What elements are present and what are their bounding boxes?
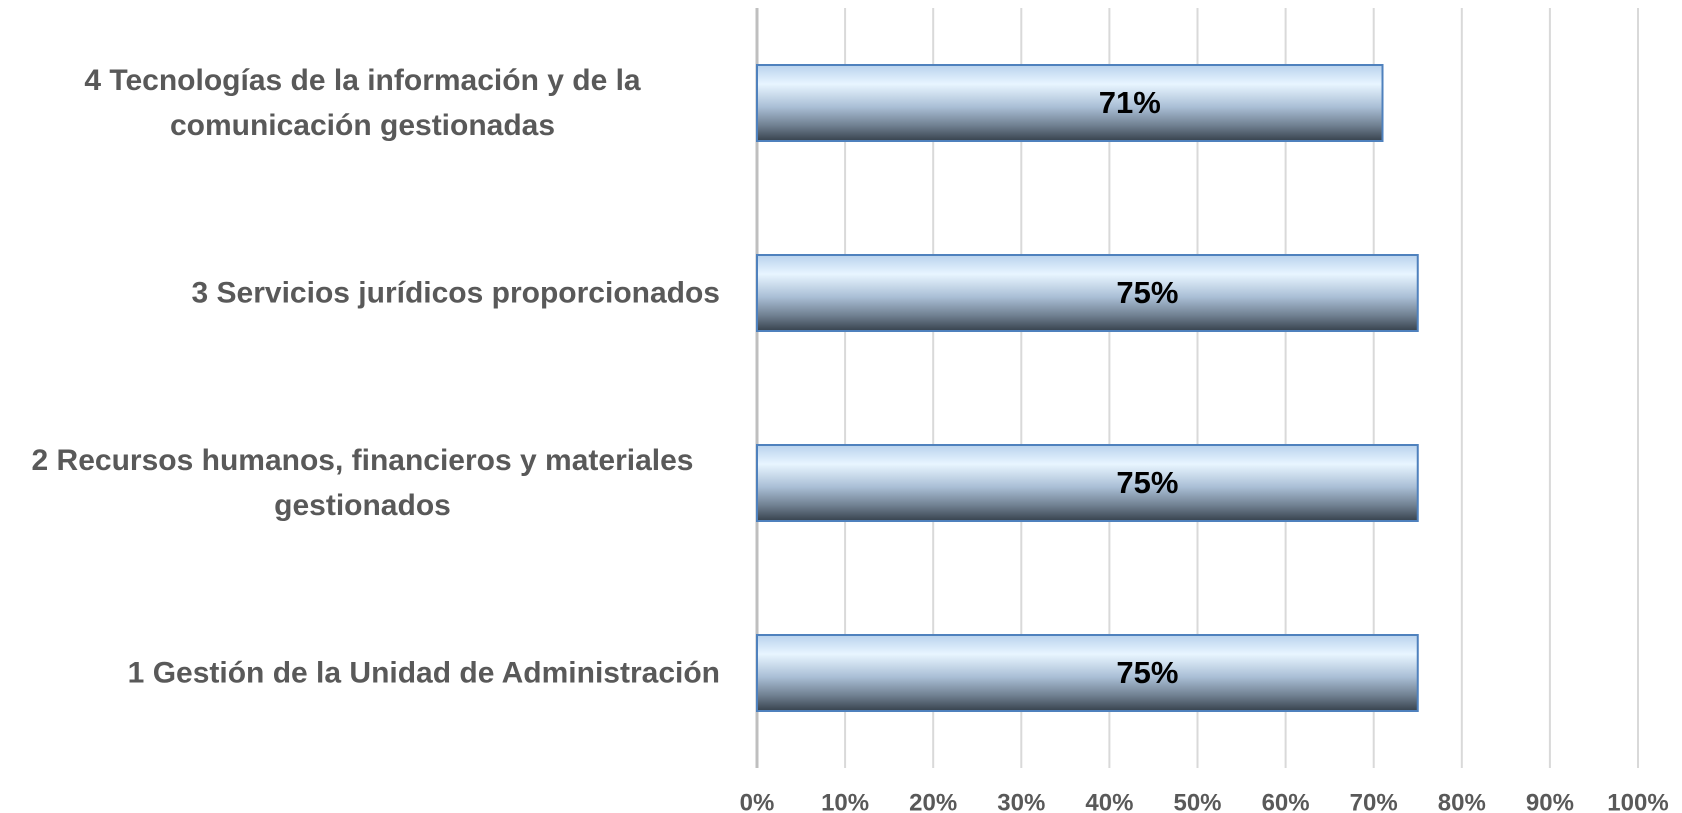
data-label: 71% bbox=[1099, 85, 1161, 120]
bar bbox=[756, 634, 1419, 712]
category-label: 3 Servicios jurídicos proporcionados bbox=[191, 276, 720, 310]
data-label: 75% bbox=[1116, 275, 1178, 310]
x-tick-label: 90% bbox=[1526, 789, 1574, 813]
category-label: 4 Tecnologías de la información y de la … bbox=[84, 64, 641, 142]
x-tick-label: 40% bbox=[1085, 789, 1133, 813]
category-label: 2 Recursos humanos, financieros y materi… bbox=[31, 444, 694, 522]
x-tick-label: 0% bbox=[740, 789, 775, 813]
x-tick-label: 80% bbox=[1438, 789, 1486, 813]
bar bbox=[756, 254, 1419, 332]
x-tick-label: 20% bbox=[909, 789, 957, 813]
bar bbox=[756, 64, 1384, 142]
x-tick-label: 50% bbox=[1173, 789, 1221, 813]
bar bbox=[756, 444, 1419, 522]
x-tick-label: 10% bbox=[821, 789, 869, 813]
x-tick-label: 70% bbox=[1350, 789, 1398, 813]
x-tick-label: 30% bbox=[997, 789, 1045, 813]
x-tick-label: 100% bbox=[1607, 789, 1668, 813]
x-tick-label: 60% bbox=[1262, 789, 1310, 813]
category-label: 1 Gestión de la Unidad de Administración bbox=[127, 656, 720, 690]
data-label: 75% bbox=[1116, 465, 1178, 500]
data-label: 75% bbox=[1116, 655, 1178, 690]
